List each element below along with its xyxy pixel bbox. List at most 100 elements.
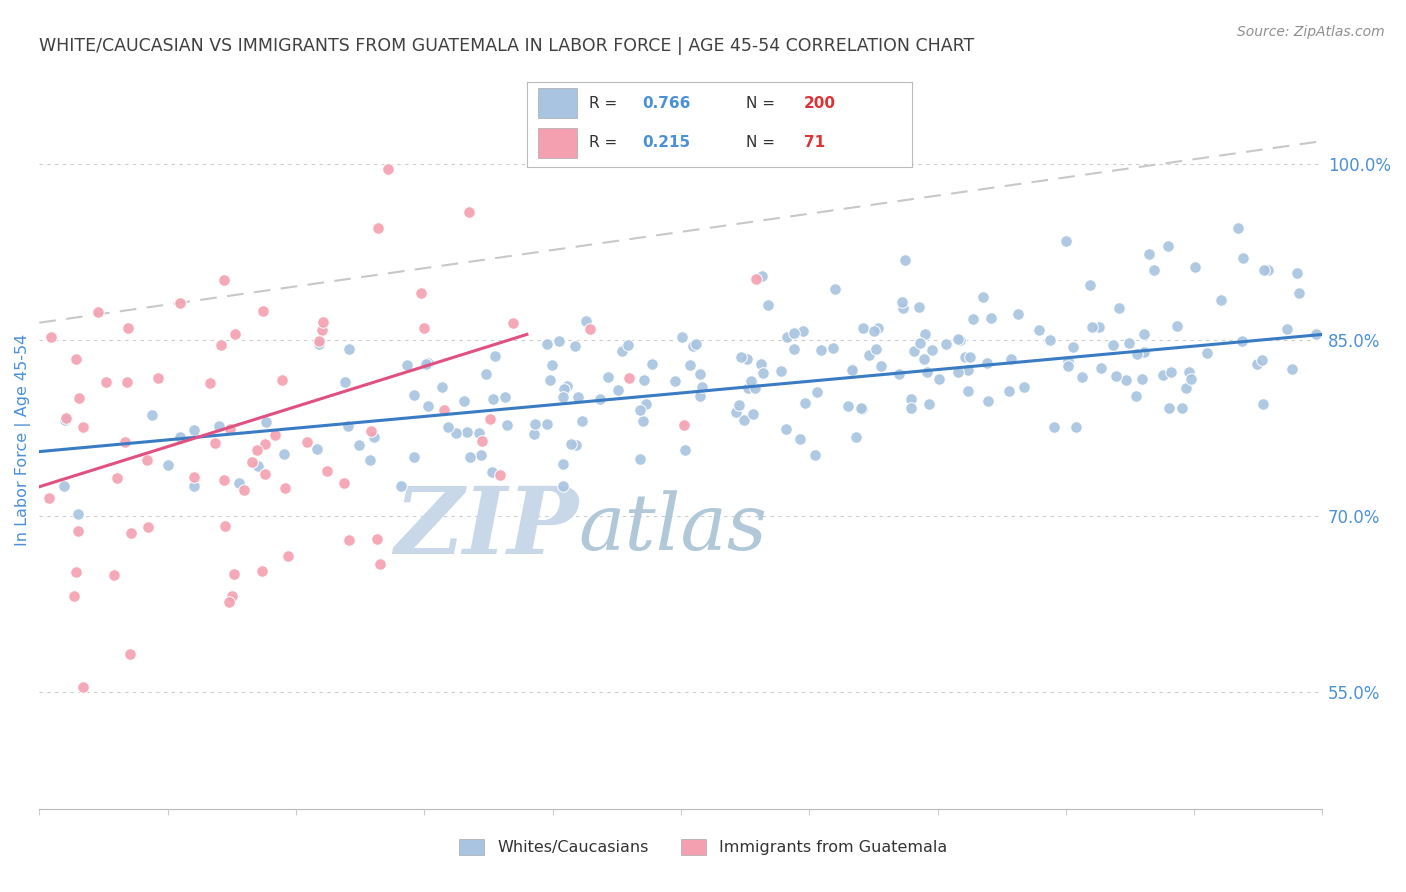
Point bbox=[333, 375, 356, 389]
Point bbox=[740, 374, 762, 388]
Point bbox=[776, 330, 799, 344]
Point bbox=[953, 350, 976, 364]
Point bbox=[553, 457, 575, 471]
Point bbox=[536, 417, 558, 431]
Point bbox=[114, 434, 136, 449]
Point bbox=[404, 450, 426, 465]
Point bbox=[1007, 308, 1029, 322]
Point bbox=[198, 376, 221, 391]
Point bbox=[250, 564, 273, 578]
Legend: Whites/Caucasians, Immigrants from Guatemala: Whites/Caucasians, Immigrants from Guate… bbox=[453, 832, 953, 862]
Point bbox=[671, 330, 693, 344]
Point bbox=[865, 342, 887, 356]
Point bbox=[972, 289, 994, 303]
Point bbox=[903, 343, 925, 358]
Point bbox=[228, 476, 250, 491]
Point bbox=[1042, 419, 1064, 434]
Point bbox=[315, 464, 337, 478]
Point bbox=[769, 364, 792, 378]
Point bbox=[742, 407, 765, 421]
Point bbox=[470, 448, 492, 462]
Point bbox=[664, 375, 686, 389]
Point bbox=[662, 99, 685, 113]
Point bbox=[66, 507, 89, 521]
Point bbox=[148, 371, 170, 385]
Point bbox=[617, 371, 640, 385]
Point bbox=[910, 335, 932, 350]
Point bbox=[415, 357, 437, 371]
Point bbox=[783, 343, 806, 357]
Point bbox=[311, 323, 333, 337]
Point bbox=[918, 397, 941, 411]
Point bbox=[87, 304, 110, 318]
Point bbox=[547, 334, 569, 349]
Point bbox=[557, 379, 579, 393]
Point bbox=[339, 533, 361, 547]
Point bbox=[1211, 293, 1233, 308]
Point bbox=[211, 337, 233, 351]
Point bbox=[370, 558, 392, 572]
Point bbox=[841, 363, 863, 377]
Point bbox=[957, 363, 980, 377]
Point bbox=[1028, 323, 1050, 337]
Point bbox=[409, 286, 432, 301]
Point bbox=[824, 282, 846, 296]
Point bbox=[752, 366, 775, 380]
Point bbox=[214, 519, 236, 533]
Point bbox=[946, 365, 969, 379]
Point bbox=[725, 404, 748, 418]
Point bbox=[631, 414, 654, 428]
Point bbox=[1160, 365, 1182, 379]
Point bbox=[935, 337, 957, 351]
Point bbox=[744, 381, 766, 395]
Point bbox=[976, 356, 998, 370]
Point bbox=[628, 452, 651, 467]
Point bbox=[756, 298, 779, 312]
Point bbox=[641, 357, 664, 371]
Point bbox=[336, 419, 359, 434]
Point bbox=[333, 475, 356, 490]
Text: ZIP: ZIP bbox=[394, 483, 578, 574]
Point bbox=[841, 362, 863, 376]
Point bbox=[1195, 346, 1218, 360]
Point bbox=[567, 390, 589, 404]
Point bbox=[730, 350, 752, 364]
Point bbox=[1130, 371, 1153, 385]
Point bbox=[1057, 359, 1080, 373]
Point bbox=[1177, 365, 1199, 379]
Point bbox=[1257, 263, 1279, 277]
Point bbox=[475, 368, 498, 382]
Point bbox=[849, 401, 872, 415]
Point bbox=[273, 447, 295, 461]
Point bbox=[65, 565, 87, 579]
Point bbox=[156, 458, 179, 472]
Point bbox=[1137, 247, 1160, 261]
Point bbox=[468, 425, 491, 440]
Point bbox=[894, 252, 917, 267]
Point bbox=[430, 380, 453, 394]
Point bbox=[541, 358, 564, 372]
Point bbox=[962, 312, 984, 326]
Point bbox=[404, 388, 426, 402]
Point bbox=[1125, 389, 1147, 403]
Point bbox=[418, 399, 440, 413]
Point bbox=[689, 388, 711, 402]
Point bbox=[308, 336, 330, 351]
Point bbox=[538, 373, 561, 387]
Point bbox=[277, 549, 299, 563]
Point bbox=[214, 273, 236, 287]
Point bbox=[233, 483, 256, 498]
Point bbox=[1102, 338, 1125, 352]
Point bbox=[1157, 401, 1180, 415]
Point bbox=[65, 351, 87, 366]
Point bbox=[806, 384, 828, 399]
Point bbox=[135, 453, 157, 467]
Point bbox=[1156, 239, 1178, 253]
Point bbox=[553, 479, 575, 493]
Point bbox=[264, 427, 287, 442]
Point bbox=[678, 358, 700, 372]
Point bbox=[900, 392, 922, 407]
Point bbox=[218, 595, 240, 609]
Point bbox=[948, 332, 970, 346]
Point bbox=[617, 337, 640, 351]
